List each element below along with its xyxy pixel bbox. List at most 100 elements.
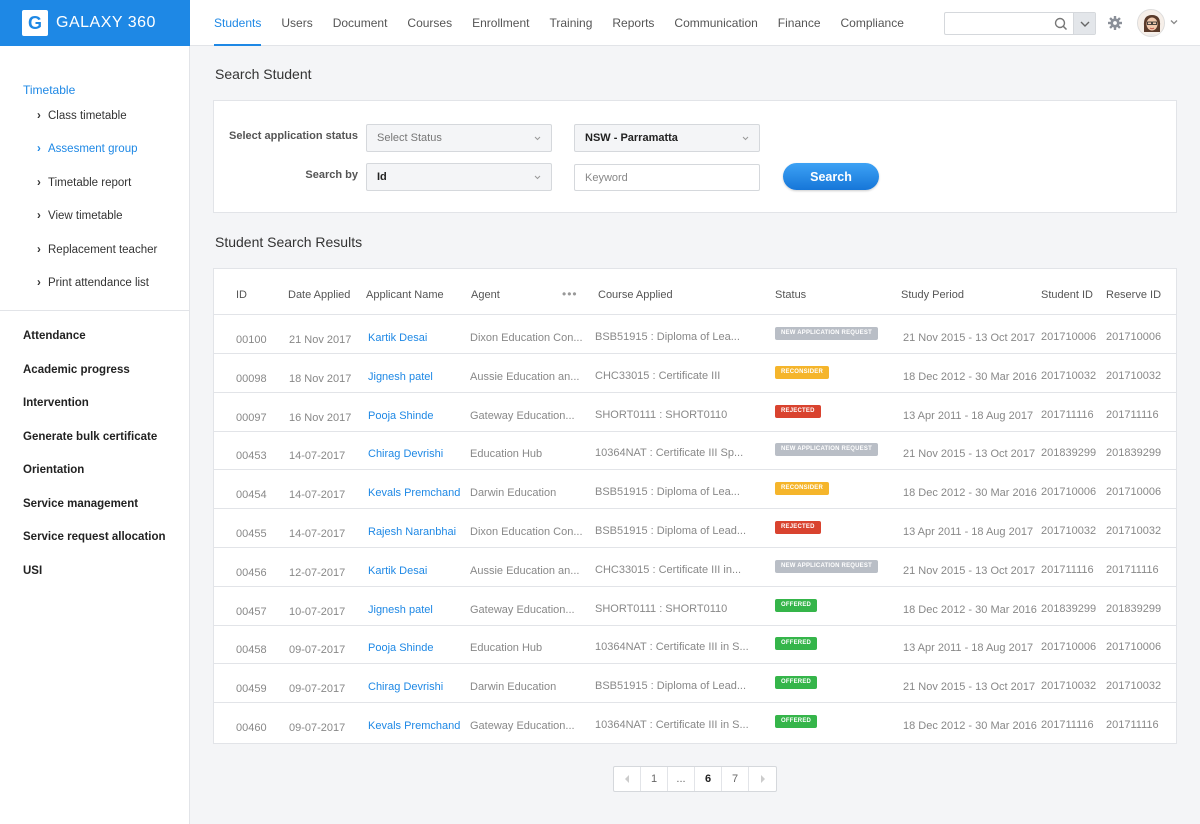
sidebar-item-service-management[interactable]: Service management [23,497,139,510]
header-search-input[interactable] [945,13,1051,34]
results-table: ••• ID Date Applied Applicant Name Agent Cou… [213,268,1177,744]
sidebar-item-class-timetable[interactable]: › Class timetable [37,110,127,122]
table-row[interactable]: 00459 09-07-2017 Chirag Devrishi Darwin Edu… [214,664,1176,704]
nav-item-students[interactable]: Students [204,0,271,46]
table-cell: CHC33015 : Certificate III in... [595,563,742,576]
table-cell: BSB51915 : Diploma of Lead... [595,680,747,693]
nav-item-communication[interactable]: Communication [674,16,758,30]
table-cell: 00455 [236,528,267,540]
applicant-name-link[interactable]: Rajesh Naranbhai [368,526,457,538]
page-7[interactable]: 7 [722,767,749,791]
page-1[interactable]: 1 [641,767,668,791]
table-cell: 201710006 [1041,331,1097,343]
sidebar-item-attendance[interactable]: Attendance [23,330,86,342]
applicant-name-link[interactable]: Pooja Shinde [368,642,434,655]
table-cell: 201710006 [1106,486,1162,499]
applicant-name-link[interactable]: Kartik Desai [368,332,428,344]
prev-page-button[interactable] [614,767,641,791]
sidebar-item-intervention[interactable]: Intervention [23,397,89,409]
table-row[interactable]: 00458 09-07-2017 Pooja Shinde Education Hub… [214,625,1176,665]
column-header-id[interactable]: ID [236,289,247,301]
search-by-select[interactable]: Id [366,163,552,191]
table-row[interactable]: 00456 12-07-2017 Kartik Desai Aussie Educat… [214,548,1176,587]
column-header-study-period[interactable]: Study Period [901,289,964,301]
applicant-name-link[interactable]: Jignesh patel [368,370,433,383]
page-6[interactable]: 6 [695,767,722,791]
table-cell: 00457 [236,605,267,618]
table-row[interactable]: 00454 14-07-2017 Kevals Premchand Darwin Ed… [214,470,1176,510]
status-badge: New application request [775,443,878,457]
table-row[interactable]: 00455 14-07-2017 Rajesh Naranbhai Dixon Edu… [214,509,1176,548]
table-row[interactable]: 00460 09-07-2017 Kevals Premchand Gateway E… [214,703,1176,742]
applicant-name-link[interactable]: Pooja Shinde [368,409,434,422]
campus-select[interactable]: NSW - Parramatta [574,124,760,152]
column-header-reserve-id[interactable]: Reserve ID [1106,289,1162,301]
nav-item-compliance[interactable]: Compliance [840,16,904,30]
sidebar-item-print-attendance-list[interactable]: › Print attendance list [37,277,149,289]
status-select[interactable]: Select Status [366,124,552,152]
table-cell: 201710032 [1106,525,1162,537]
table-cell: BSB51915 : Diploma of Lea... [595,331,740,343]
nav-item-reports[interactable]: Reports [612,16,655,30]
sidebar-item-assesment-group[interactable]: › Assesment group [37,143,138,155]
table-cell: 201839299 [1106,602,1162,615]
column-header-applicant-name[interactable]: Applicant Name [366,289,444,301]
nav-item-training[interactable]: Training [549,16,593,30]
search-filter-dropdown[interactable] [1073,13,1095,34]
applicant-name-link[interactable]: Chirag Devrishi [368,681,444,694]
applicant-name-link[interactable]: Jignesh patel [368,603,433,616]
applicant-name-link[interactable]: Kevals Premchand [368,487,461,500]
nav-item-document[interactable]: Document [332,16,388,30]
brand[interactable]: G GALAXY 360 [0,0,190,46]
table-row[interactable]: 00098 18 Nov 2017 Jignesh patel Aussie Educ… [214,354,1176,393]
table-cell: 09-07-2017 [289,644,346,657]
sidebar-item-academic-progress[interactable]: Academic progress [23,363,130,376]
sidebar-item-timetable-report[interactable]: › Timetable report [37,177,131,189]
results-section-title: Student Search Results [215,234,363,250]
search-button[interactable]: Search [783,163,879,190]
sidebar-item-replacement-teacher[interactable]: › Replacement teacher [37,244,157,256]
chevron-right-icon: › [37,143,41,155]
column-header-status[interactable]: Status [775,289,807,301]
table-cell: 13 Apr 2011 - 18 Aug 2017 [903,409,1034,422]
table-cell: 201710032 [1041,525,1097,537]
column-options-icon[interactable]: ••• [562,287,578,301]
nav-item-enrollment[interactable]: Enrollment [472,16,530,30]
sidebar-item-usi[interactable]: USI [23,564,43,577]
sidebar-item-service-request-allocation[interactable]: Service request allocation [23,531,166,543]
keyword-input[interactable] [574,164,760,191]
status-badge: Rejected [775,404,821,418]
applicant-name-link[interactable]: Kevals Premchand [368,720,461,732]
pagination-ellipsis: ... [668,767,695,791]
table-row[interactable]: 00097 16 Nov 2017 Pooja Shinde Gateway Educ… [214,393,1176,432]
table-cell: 00458 [236,644,267,657]
main-nav: Students Users Document Courses Enrollment Tr… [204,0,914,46]
table-cell: 13 Apr 2011 - 18 Aug 2017 [903,526,1034,538]
table-cell: 09-07-2017 [289,683,346,696]
table-cell: Gateway Education... [470,409,575,422]
search-icon[interactable] [1053,16,1069,32]
table-row[interactable]: 00453 14-07-2017 Chirag Devrishi Education … [214,431,1176,471]
column-header-agent[interactable]: Agent [471,289,500,301]
sidebar-item-orientation[interactable]: Orientation [23,464,85,476]
column-header-course-applied[interactable]: Course Applied [598,289,673,301]
applicant-name-link[interactable]: Chirag Devrishi [368,448,444,461]
table-row[interactable]: 00100 21 Nov 2017 Kartik Desai Dixon Educat… [214,315,1176,354]
table-cell: 201710032 [1106,680,1162,693]
chevron-down-icon[interactable] [1169,17,1179,27]
sidebar-item-generate-bulk-certificate[interactable]: Generate bulk certificate [23,430,158,443]
nav-item-users[interactable]: Users [281,16,313,30]
next-page-button[interactable] [749,767,776,791]
column-header-date-applied[interactable]: Date Applied [288,289,351,301]
gear-icon[interactable] [1107,15,1123,31]
table-cell: 10364NAT : Certificate III Sp... [595,447,744,460]
sidebar-item-view-timetable[interactable]: › View timetable [37,210,123,222]
applicant-name-link[interactable]: Kartik Desai [368,564,428,577]
sidebar-section-timetable[interactable]: Timetable [23,83,76,97]
nav-item-finance[interactable]: Finance [777,16,821,30]
avatar[interactable] [1137,9,1165,37]
column-header-student-id[interactable]: Student ID [1041,289,1093,301]
table-row[interactable]: 00457 10-07-2017 Jignesh patel Gateway Educ… [214,587,1176,626]
nav-item-courses[interactable]: Courses [407,16,453,30]
table-cell: 201711116 [1041,719,1094,731]
